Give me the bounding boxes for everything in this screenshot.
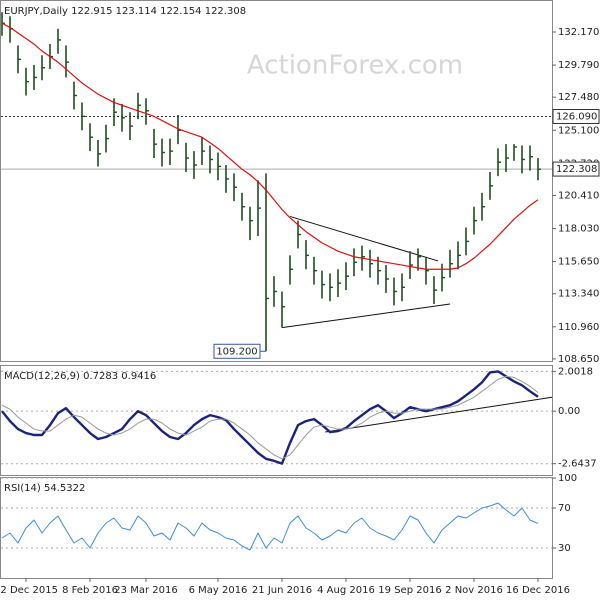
series-line bbox=[1, 375, 539, 460]
panel-title: MACD(12,26,9) 0.7283 0.9416 bbox=[4, 371, 156, 382]
y-tick-label: -2.6437 bbox=[558, 459, 597, 470]
y-tick-label: 30 bbox=[558, 543, 571, 554]
annotation-label: 109.200 bbox=[216, 346, 257, 357]
panel-title: RSI(14) 54.5322 bbox=[4, 483, 85, 494]
level-label: 126.090 bbox=[556, 112, 597, 123]
annotation-box bbox=[213, 343, 261, 359]
series-line bbox=[1, 502, 539, 551]
x-tick-label: 16 Dec 2016 bbox=[506, 585, 570, 596]
level-box bbox=[552, 109, 600, 125]
series-line bbox=[1, 370, 539, 465]
x-tick-label: 4 Aug 2016 bbox=[317, 585, 375, 596]
price-panel bbox=[0, 0, 553, 362]
y-tick-label: 110.960 bbox=[558, 322, 599, 333]
y-tick-label: 113.340 bbox=[558, 289, 599, 300]
level-box bbox=[552, 161, 600, 177]
panel-title: EURJPY,Daily 122.915 123.114 122.154 122… bbox=[4, 6, 246, 17]
x-tick-label: 22 Dec 2015 bbox=[0, 585, 58, 596]
trendline bbox=[281, 303, 451, 329]
trendline bbox=[325, 396, 553, 433]
x-tick-label: 19 Sep 2016 bbox=[378, 585, 441, 596]
y-tick-label: 118.030 bbox=[558, 224, 599, 235]
x-tick-label: 2 Nov 2016 bbox=[445, 585, 503, 596]
series-line bbox=[1, 22, 539, 270]
y-tick-label: 127.480 bbox=[558, 92, 599, 103]
y-tick-label: 115.650 bbox=[558, 257, 599, 268]
y-tick-label: 70 bbox=[558, 503, 571, 514]
y-tick-label: 132.170 bbox=[558, 27, 599, 38]
y-tick-label: 120.410 bbox=[558, 190, 599, 201]
y-tick-label: 0.00 bbox=[558, 406, 580, 417]
x-tick-label: 23 Mar 2016 bbox=[114, 585, 177, 596]
y-tick-label: 100 bbox=[558, 473, 577, 484]
x-tick-label: 21 Jun 2016 bbox=[252, 585, 312, 596]
trendline bbox=[289, 215, 439, 262]
y-tick-label: 2.0018 bbox=[558, 366, 593, 377]
watermark: ActionForex.com bbox=[247, 51, 463, 81]
x-tick-label: 6 May 2016 bbox=[189, 585, 248, 596]
macd-panel bbox=[0, 365, 553, 476]
level-label: 122.308 bbox=[556, 164, 597, 175]
x-tick-label: 8 Feb 2016 bbox=[62, 585, 118, 596]
y-tick-label: 129.790 bbox=[558, 60, 599, 71]
y-tick-label: 108.650 bbox=[558, 354, 599, 365]
y-tick-label: 125.100 bbox=[558, 125, 599, 136]
